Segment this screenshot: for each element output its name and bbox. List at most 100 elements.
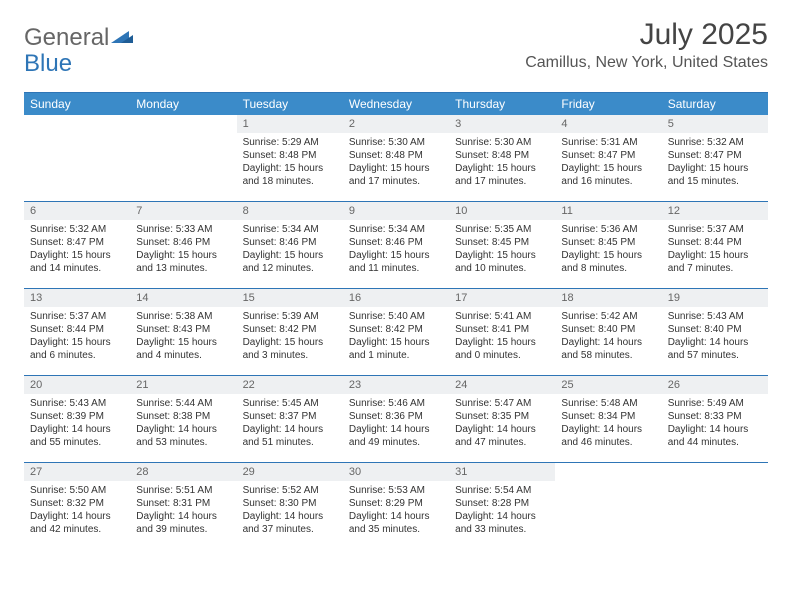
calendar-week: 6Sunrise: 5:32 AMSunset: 8:47 PMDaylight… — [24, 201, 768, 288]
calendar-day: 2Sunrise: 5:30 AMSunset: 8:48 PMDaylight… — [343, 115, 449, 201]
day-number: 5 — [662, 115, 768, 133]
day-details: Sunrise: 5:36 AMSunset: 8:45 PMDaylight:… — [555, 220, 661, 278]
calendar-body: ..1Sunrise: 5:29 AMSunset: 8:48 PMDaylig… — [24, 115, 768, 549]
day-details: Sunrise: 5:40 AMSunset: 8:42 PMDaylight:… — [343, 307, 449, 365]
day-number: 9 — [343, 202, 449, 220]
calendar-day: 25Sunrise: 5:48 AMSunset: 8:34 PMDayligh… — [555, 376, 661, 462]
day-details: Sunrise: 5:30 AMSunset: 8:48 PMDaylight:… — [449, 133, 555, 191]
weekday-header: Thursday — [449, 93, 555, 115]
day-details: Sunrise: 5:37 AMSunset: 8:44 PMDaylight:… — [24, 307, 130, 365]
day-number: 6 — [24, 202, 130, 220]
calendar-day: 3Sunrise: 5:30 AMSunset: 8:48 PMDaylight… — [449, 115, 555, 201]
calendar: SundayMondayTuesdayWednesdayThursdayFrid… — [24, 92, 768, 549]
day-details: Sunrise: 5:32 AMSunset: 8:47 PMDaylight:… — [662, 133, 768, 191]
calendar-week: ..1Sunrise: 5:29 AMSunset: 8:48 PMDaylig… — [24, 115, 768, 201]
calendar-day: 9Sunrise: 5:34 AMSunset: 8:46 PMDaylight… — [343, 202, 449, 288]
day-details: Sunrise: 5:41 AMSunset: 8:41 PMDaylight:… — [449, 307, 555, 365]
day-number: 13 — [24, 289, 130, 307]
day-number: 4 — [555, 115, 661, 133]
day-number: 8 — [237, 202, 343, 220]
day-details: Sunrise: 5:49 AMSunset: 8:33 PMDaylight:… — [662, 394, 768, 452]
calendar-day: 17Sunrise: 5:41 AMSunset: 8:41 PMDayligh… — [449, 289, 555, 375]
calendar-day: 1Sunrise: 5:29 AMSunset: 8:48 PMDaylight… — [237, 115, 343, 201]
calendar-day: 15Sunrise: 5:39 AMSunset: 8:42 PMDayligh… — [237, 289, 343, 375]
calendar-day: 26Sunrise: 5:49 AMSunset: 8:33 PMDayligh… — [662, 376, 768, 462]
day-details: Sunrise: 5:47 AMSunset: 8:35 PMDaylight:… — [449, 394, 555, 452]
day-details: Sunrise: 5:53 AMSunset: 8:29 PMDaylight:… — [343, 481, 449, 539]
page-subtitle: Camillus, New York, United States — [525, 54, 768, 72]
day-number: 11 — [555, 202, 661, 220]
day-number: 15 — [237, 289, 343, 307]
calendar-day: 6Sunrise: 5:32 AMSunset: 8:47 PMDaylight… — [24, 202, 130, 288]
calendar-day: 11Sunrise: 5:36 AMSunset: 8:45 PMDayligh… — [555, 202, 661, 288]
weekday-header: Sunday — [24, 93, 130, 115]
calendar-day: 22Sunrise: 5:45 AMSunset: 8:37 PMDayligh… — [237, 376, 343, 462]
calendar-day: 18Sunrise: 5:42 AMSunset: 8:40 PMDayligh… — [555, 289, 661, 375]
calendar-week: 13Sunrise: 5:37 AMSunset: 8:44 PMDayligh… — [24, 288, 768, 375]
day-number: 19 — [662, 289, 768, 307]
day-details: Sunrise: 5:32 AMSunset: 8:47 PMDaylight:… — [24, 220, 130, 278]
calendar-day: 21Sunrise: 5:44 AMSunset: 8:38 PMDayligh… — [130, 376, 236, 462]
day-number: . — [662, 463, 768, 481]
weekday-header: Monday — [130, 93, 236, 115]
day-number: 28 — [130, 463, 236, 481]
day-details: Sunrise: 5:44 AMSunset: 8:38 PMDaylight:… — [130, 394, 236, 452]
day-details: Sunrise: 5:43 AMSunset: 8:39 PMDaylight:… — [24, 394, 130, 452]
calendar-day: 8Sunrise: 5:34 AMSunset: 8:46 PMDaylight… — [237, 202, 343, 288]
day-details: Sunrise: 5:52 AMSunset: 8:30 PMDaylight:… — [237, 481, 343, 539]
calendar-day: 20Sunrise: 5:43 AMSunset: 8:39 PMDayligh… — [24, 376, 130, 462]
calendar-day: 23Sunrise: 5:46 AMSunset: 8:36 PMDayligh… — [343, 376, 449, 462]
day-number: . — [130, 115, 236, 133]
day-number: 1 — [237, 115, 343, 133]
day-number: 24 — [449, 376, 555, 394]
calendar-day: . — [555, 463, 661, 549]
day-details: Sunrise: 5:37 AMSunset: 8:44 PMDaylight:… — [662, 220, 768, 278]
day-details: Sunrise: 5:50 AMSunset: 8:32 PMDaylight:… — [24, 481, 130, 539]
weekday-header-row: SundayMondayTuesdayWednesdayThursdayFrid… — [24, 93, 768, 115]
day-number: 30 — [343, 463, 449, 481]
day-number: 18 — [555, 289, 661, 307]
page: General July 2025 Camillus, New York, Un… — [0, 0, 792, 567]
day-number: 31 — [449, 463, 555, 481]
weekday-header: Friday — [555, 93, 661, 115]
calendar-day: 12Sunrise: 5:37 AMSunset: 8:44 PMDayligh… — [662, 202, 768, 288]
day-number: 12 — [662, 202, 768, 220]
logo-glyph-icon — [111, 24, 133, 52]
calendar-week: 27Sunrise: 5:50 AMSunset: 8:32 PMDayligh… — [24, 462, 768, 549]
day-number: 26 — [662, 376, 768, 394]
weekday-header: Saturday — [662, 93, 768, 115]
calendar-day: . — [662, 463, 768, 549]
calendar-day: 5Sunrise: 5:32 AMSunset: 8:47 PMDaylight… — [662, 115, 768, 201]
day-number: 2 — [343, 115, 449, 133]
day-details: Sunrise: 5:48 AMSunset: 8:34 PMDaylight:… — [555, 394, 661, 452]
day-number: 17 — [449, 289, 555, 307]
day-details: Sunrise: 5:42 AMSunset: 8:40 PMDaylight:… — [555, 307, 661, 365]
day-number: . — [24, 115, 130, 133]
day-details: Sunrise: 5:54 AMSunset: 8:28 PMDaylight:… — [449, 481, 555, 539]
day-number: 22 — [237, 376, 343, 394]
calendar-day: 28Sunrise: 5:51 AMSunset: 8:31 PMDayligh… — [130, 463, 236, 549]
calendar-day: 16Sunrise: 5:40 AMSunset: 8:42 PMDayligh… — [343, 289, 449, 375]
calendar-day: . — [24, 115, 130, 201]
day-details: Sunrise: 5:35 AMSunset: 8:45 PMDaylight:… — [449, 220, 555, 278]
day-details: Sunrise: 5:34 AMSunset: 8:46 PMDaylight:… — [343, 220, 449, 278]
day-details: Sunrise: 5:38 AMSunset: 8:43 PMDaylight:… — [130, 307, 236, 365]
day-details: Sunrise: 5:29 AMSunset: 8:48 PMDaylight:… — [237, 133, 343, 191]
day-number: 23 — [343, 376, 449, 394]
day-number: 10 — [449, 202, 555, 220]
day-number: . — [555, 463, 661, 481]
day-number: 21 — [130, 376, 236, 394]
weekday-header: Wednesday — [343, 93, 449, 115]
calendar-day: 14Sunrise: 5:38 AMSunset: 8:43 PMDayligh… — [130, 289, 236, 375]
day-number: 25 — [555, 376, 661, 394]
calendar-day: 31Sunrise: 5:54 AMSunset: 8:28 PMDayligh… — [449, 463, 555, 549]
calendar-day: 27Sunrise: 5:50 AMSunset: 8:32 PMDayligh… — [24, 463, 130, 549]
calendar-day: . — [130, 115, 236, 201]
day-details: Sunrise: 5:39 AMSunset: 8:42 PMDaylight:… — [237, 307, 343, 365]
day-number: 7 — [130, 202, 236, 220]
day-details: Sunrise: 5:30 AMSunset: 8:48 PMDaylight:… — [343, 133, 449, 191]
day-details: Sunrise: 5:51 AMSunset: 8:31 PMDaylight:… — [130, 481, 236, 539]
calendar-day: 30Sunrise: 5:53 AMSunset: 8:29 PMDayligh… — [343, 463, 449, 549]
calendar-day: 24Sunrise: 5:47 AMSunset: 8:35 PMDayligh… — [449, 376, 555, 462]
day-number: 14 — [130, 289, 236, 307]
